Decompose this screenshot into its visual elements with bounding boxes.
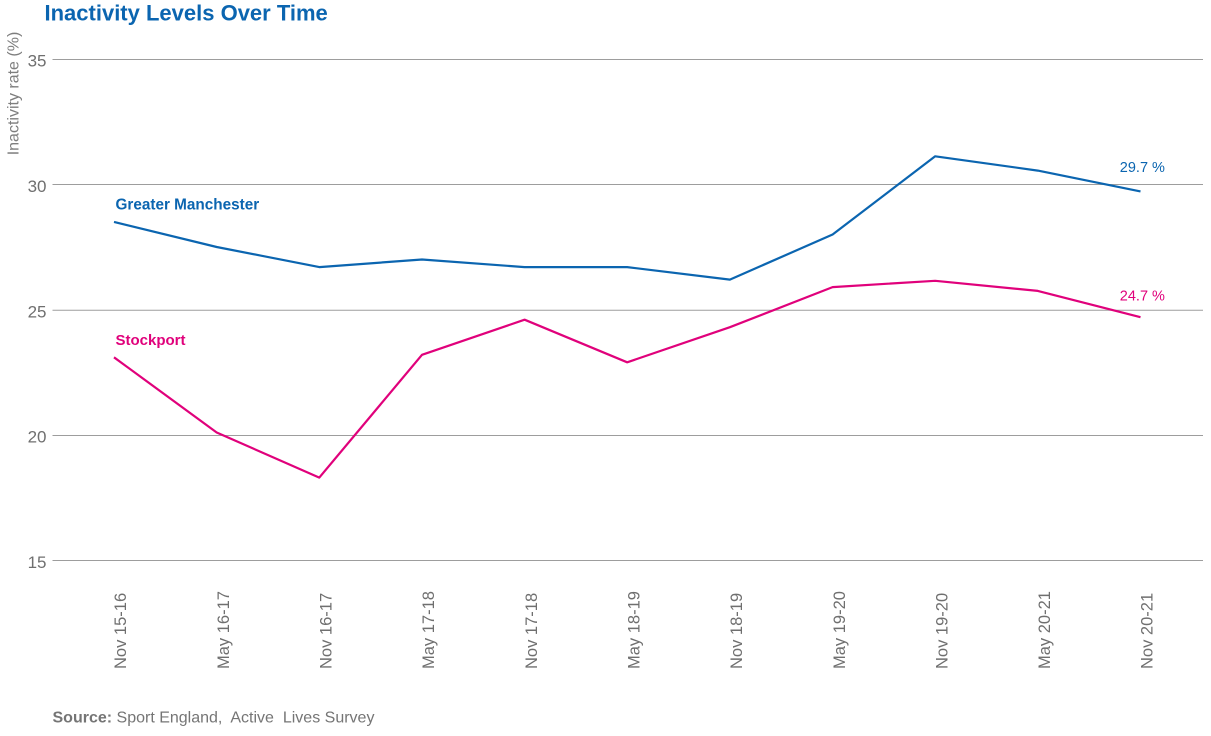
svg-text:20: 20 <box>28 428 47 447</box>
svg-text:25: 25 <box>28 302 47 321</box>
svg-text:Greater Manchester: Greater Manchester <box>116 197 260 214</box>
svg-text:Inactivity rate (%): Inactivity rate (%) <box>6 32 23 156</box>
svg-text:May 17-18: May 17-18 <box>420 591 438 669</box>
svg-text:30: 30 <box>28 177 47 196</box>
svg-text:Inactivity Levels Over Time: Inactivity Levels Over Time <box>45 0 328 25</box>
svg-text:29.7 %: 29.7 % <box>1120 160 1165 176</box>
svg-text:Nov 20-21: Nov 20-21 <box>1139 593 1157 669</box>
svg-text:35: 35 <box>28 52 47 71</box>
svg-text:Nov 19-20: Nov 19-20 <box>933 593 951 669</box>
svg-text:15: 15 <box>28 553 47 572</box>
svg-text:May 18-19: May 18-19 <box>625 591 643 669</box>
svg-text:Stockport: Stockport <box>116 332 186 349</box>
svg-text:Nov 16-17: Nov 16-17 <box>318 593 336 669</box>
svg-text:Source: Sport England, Active: Source: Sport England, Active Lives Surv… <box>53 710 375 727</box>
svg-text:Nov 17-18: Nov 17-18 <box>523 593 541 669</box>
svg-text:Nov 18-19: Nov 18-19 <box>728 593 746 669</box>
svg-text:May 20-21: May 20-21 <box>1036 591 1054 669</box>
svg-text:Nov 15-16: Nov 15-16 <box>112 593 130 669</box>
svg-text:May 16-17: May 16-17 <box>215 591 233 669</box>
svg-text:May 19-20: May 19-20 <box>831 591 849 669</box>
svg-text:24.7 %: 24.7 % <box>1120 288 1165 304</box>
